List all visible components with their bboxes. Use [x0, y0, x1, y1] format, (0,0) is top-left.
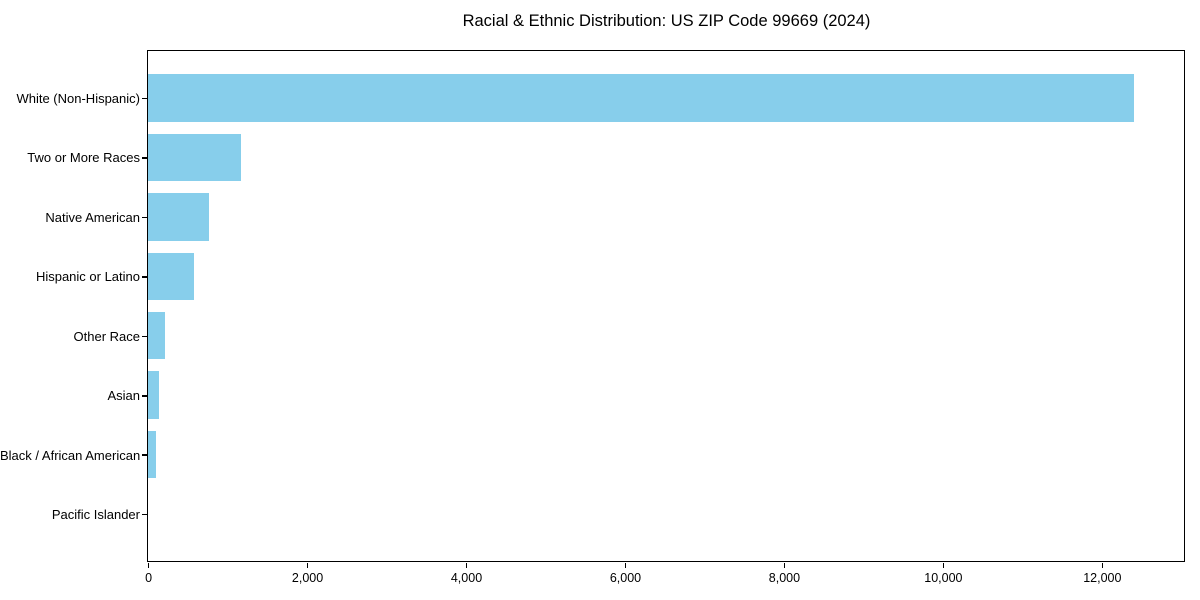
y-tick-label: Other Race [73, 328, 140, 344]
y-tick-mark [142, 335, 147, 338]
x-tick-mark [1101, 563, 1104, 569]
y-tick-mark [142, 97, 147, 100]
y-tick-label: Hispanic or Latino [35, 269, 140, 285]
y-tick-mark [142, 157, 147, 159]
x-tick-label: 2,000 [291, 570, 324, 585]
y-tick-label: Native American [45, 209, 140, 225]
y-tick-mark [142, 513, 147, 516]
x-tick-mark [306, 563, 309, 569]
bar [148, 74, 1135, 122]
y-tick-label: Pacific Islander [51, 507, 140, 523]
x-tick-label: 6,000 [609, 570, 642, 585]
y-tick-label: White (Non-Hispanic) [16, 91, 140, 107]
bar [148, 252, 194, 301]
x-tick-label: 4,000 [450, 570, 483, 585]
x-tick-label: 0 [145, 570, 153, 585]
y-tick-label: Two or More Races [27, 150, 140, 166]
x-tick-mark [465, 563, 468, 569]
bar [148, 311, 166, 360]
y-tick-mark [142, 454, 147, 456]
chart-title: Racial & Ethnic Distribution: US ZIP Cod… [462, 12, 871, 30]
bar [148, 133, 242, 182]
x-tick-mark [624, 563, 627, 569]
x-tick-mark [942, 563, 945, 569]
y-tick-label: Black / African American [0, 447, 141, 463]
x-tick-label: 8,000 [768, 570, 801, 585]
x-tick-label: 10,000 [924, 570, 963, 585]
plot-area [147, 50, 1185, 562]
bar [148, 193, 209, 241]
y-tick-label: Asian [107, 388, 140, 404]
bar [148, 430, 156, 479]
y-tick-mark [142, 216, 147, 219]
y-tick-mark [142, 276, 147, 278]
x-tick-mark [147, 563, 150, 569]
x-tick-mark [783, 563, 786, 569]
bar [148, 371, 160, 419]
x-tick-label: 12,000 [1083, 570, 1122, 585]
y-tick-mark [142, 394, 147, 397]
